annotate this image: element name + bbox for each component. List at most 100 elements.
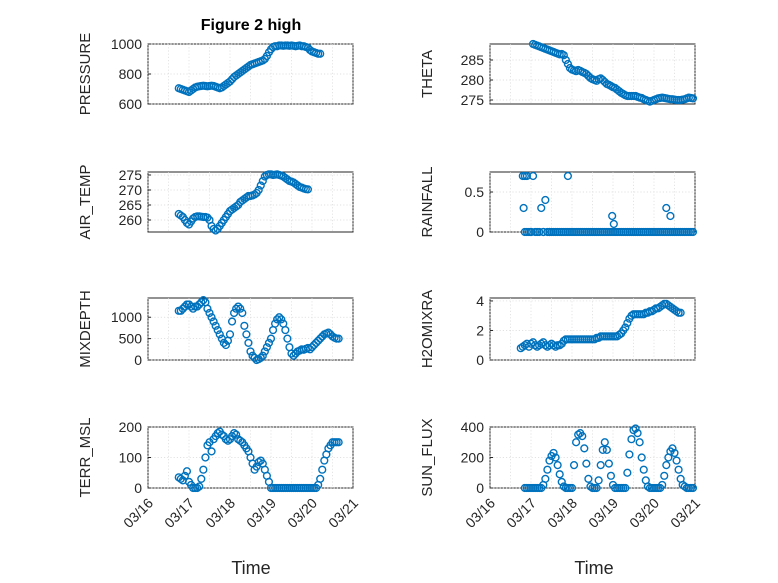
data-point bbox=[557, 477, 566, 487]
x-tick-label: 03/18 bbox=[544, 495, 580, 531]
data-point bbox=[178, 304, 187, 313]
data-point bbox=[232, 430, 241, 439]
data-point bbox=[658, 480, 667, 490]
data-point bbox=[660, 471, 669, 480]
data-point bbox=[258, 351, 267, 360]
data-point bbox=[316, 334, 325, 343]
y-tick-label: 0.5 bbox=[465, 184, 485, 200]
y-tick-label: 0 bbox=[476, 480, 484, 496]
data-point bbox=[571, 438, 581, 447]
data-point bbox=[246, 347, 255, 356]
y-tick-label: 270 bbox=[119, 182, 143, 198]
data-point bbox=[236, 436, 245, 445]
x-tick-label: 03/16 bbox=[462, 495, 498, 531]
data-point bbox=[248, 351, 257, 360]
x-tick-label: 03/17 bbox=[503, 495, 539, 531]
data-point bbox=[574, 430, 583, 439]
data-point bbox=[545, 227, 554, 237]
data-point bbox=[262, 343, 272, 352]
data-point bbox=[266, 334, 276, 343]
data-point bbox=[203, 304, 212, 313]
data-point bbox=[555, 470, 564, 479]
data-point bbox=[213, 429, 222, 438]
data-point bbox=[580, 444, 589, 453]
data-point bbox=[676, 308, 685, 317]
y-tick-label: 100 bbox=[119, 450, 143, 466]
y-axis-label: RAINFALL bbox=[419, 167, 436, 238]
data-point bbox=[600, 438, 609, 447]
data-point bbox=[213, 325, 222, 335]
data-point bbox=[240, 321, 249, 330]
data-point bbox=[565, 63, 575, 73]
y-tick-label: 0 bbox=[134, 480, 142, 496]
y-tick-label: 285 bbox=[461, 52, 485, 68]
data-point bbox=[688, 94, 698, 103]
data-point bbox=[252, 462, 261, 471]
data-point bbox=[563, 59, 573, 69]
subplot-7: 0 100 200 TERR_MSL 03/16 03/17 03/18 03/19 03/20… bbox=[77, 417, 361, 530]
data-point bbox=[670, 448, 679, 458]
data-point bbox=[604, 459, 614, 468]
data-point bbox=[277, 315, 286, 324]
x-tick-label: 03/19 bbox=[585, 495, 621, 531]
data-point bbox=[559, 51, 568, 60]
data-point bbox=[225, 77, 235, 86]
data-point bbox=[182, 467, 192, 476]
data-point bbox=[688, 227, 698, 237]
data-point bbox=[674, 465, 683, 474]
data-point bbox=[189, 304, 198, 313]
data-point bbox=[199, 465, 208, 474]
data-point bbox=[232, 304, 241, 313]
y-tick-label: 200 bbox=[119, 419, 143, 435]
data-point bbox=[225, 330, 235, 339]
data-point bbox=[309, 340, 319, 350]
data-point bbox=[615, 330, 624, 340]
y-tick-label: 0 bbox=[134, 352, 142, 368]
data-point bbox=[608, 211, 617, 221]
data-point bbox=[254, 457, 263, 467]
data-point bbox=[602, 445, 611, 454]
data-point bbox=[526, 227, 536, 237]
data-point bbox=[305, 345, 315, 354]
data-point bbox=[256, 353, 265, 362]
data-point bbox=[176, 211, 185, 220]
x-tick-label: 03/21 bbox=[325, 495, 361, 531]
data-point bbox=[621, 323, 630, 332]
data-point bbox=[250, 190, 259, 199]
subplot-5: 0 500 1000 MIXDEPTH bbox=[77, 290, 354, 368]
data-point bbox=[545, 456, 554, 465]
data-point bbox=[197, 298, 206, 307]
data-point bbox=[258, 56, 267, 65]
data-point bbox=[334, 334, 343, 343]
x-tick-label: 03/19 bbox=[243, 495, 279, 531]
data-point bbox=[582, 459, 591, 468]
data-point bbox=[211, 226, 220, 235]
data-point bbox=[606, 471, 616, 480]
data-point bbox=[635, 438, 644, 447]
data-point bbox=[541, 474, 550, 483]
data-point bbox=[553, 461, 562, 470]
data-point bbox=[254, 185, 263, 195]
subplot-1: 600 800 1000 PRESSURE bbox=[77, 33, 354, 115]
data-point bbox=[195, 482, 204, 491]
subplot-4: 0 0.5 RAINFALL bbox=[419, 167, 698, 240]
data-point bbox=[303, 185, 313, 194]
x-tick-label: 03/17 bbox=[161, 495, 197, 531]
data-point bbox=[221, 435, 231, 444]
y-tick-label: 500 bbox=[119, 331, 143, 347]
data-point bbox=[563, 171, 573, 181]
data-point bbox=[230, 429, 239, 438]
data-point bbox=[281, 325, 290, 335]
data-point bbox=[598, 445, 607, 454]
y-axis-label: THETA bbox=[419, 50, 436, 98]
data-point bbox=[236, 304, 245, 313]
y-axis-label: MIXDEPTH bbox=[77, 290, 94, 368]
data-point bbox=[672, 307, 681, 316]
data-point bbox=[193, 302, 202, 311]
data-point bbox=[541, 195, 550, 205]
data-point bbox=[307, 343, 317, 352]
y-tick-label: 280 bbox=[461, 72, 485, 88]
data-point bbox=[561, 55, 570, 65]
data-point bbox=[289, 351, 298, 360]
